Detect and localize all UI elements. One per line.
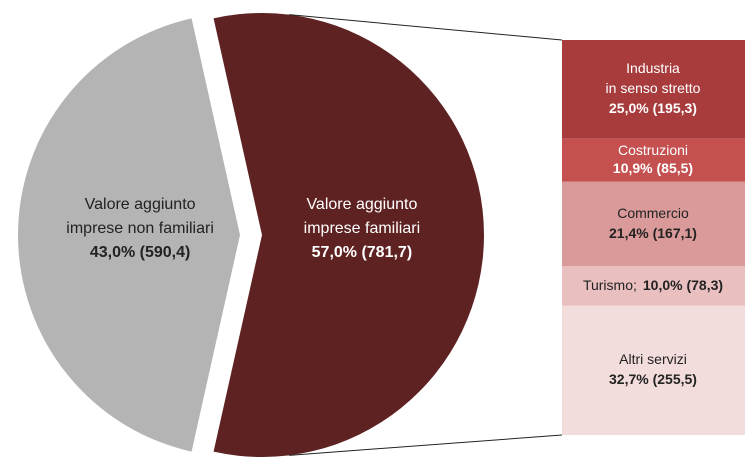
segment-value-label: 10,0% (78,3) [643, 277, 723, 293]
connector-line [289, 434, 563, 456]
slice-label: imprese non familiari [66, 220, 214, 237]
segment-value-label: 25,0% (195,3) [609, 100, 697, 116]
segment-label: Industria [626, 60, 680, 76]
bar-segment [562, 138, 745, 182]
segment-label: Turismo; [583, 277, 637, 293]
pie-slice [213, 13, 484, 458]
pie-slice [17, 18, 241, 452]
segment-value-label: 10,9% (85,5) [613, 160, 693, 176]
slice-label: imprese familiari [304, 220, 420, 237]
slice-value-label: 57,0% (781,7) [312, 244, 413, 261]
bar-segment [562, 305, 745, 435]
bar-segment [562, 40, 745, 139]
segment-value-label: 32,7% (255,5) [609, 371, 697, 387]
segment-label-row: Turismo; 10,0% (78,3) [583, 277, 723, 293]
slice-value-label: 43,0% (590,4) [90, 244, 191, 261]
bar-segment [562, 266, 745, 306]
segment-value-label: 21,4% (167,1) [609, 225, 697, 241]
segment-label: Commercio [617, 205, 689, 221]
segment-label: Costruzioni [618, 142, 688, 158]
segment-label: Altri servizi [619, 351, 687, 367]
segment-label: in senso stretto [606, 80, 701, 96]
slice-label: Valore aggiunto [85, 196, 196, 213]
connector-line [289, 14, 563, 41]
slice-label: Valore aggiunto [306, 196, 417, 213]
bar-segment [562, 181, 745, 267]
